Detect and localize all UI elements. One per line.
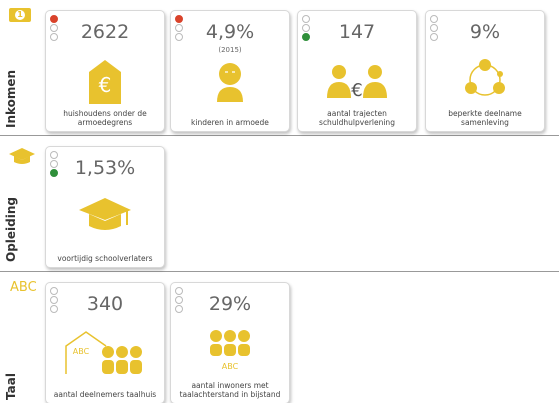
traffic-light — [50, 15, 58, 42]
icon-text: € — [99, 73, 112, 97]
card-label: aantal deelnemers taalhuis — [53, 390, 157, 399]
light — [175, 24, 183, 32]
card-label: aantal inwoners met taalachterstand in b… — [179, 381, 281, 399]
light — [50, 33, 58, 41]
light — [50, 24, 58, 32]
card: 1,53% voortijdig schoolverlaters — [45, 146, 165, 268]
card-value: 9% — [469, 21, 501, 43]
people-money-icon: € — [327, 65, 387, 101]
child-icon — [217, 63, 243, 102]
light — [302, 24, 310, 32]
language-house-icon: ABC — [65, 331, 142, 374]
section-badge: ABC — [10, 280, 37, 295]
cap-icon — [79, 198, 131, 230]
separator — [0, 271, 559, 272]
traffic-light — [302, 15, 310, 42]
card-value: 1,53% — [74, 157, 136, 179]
card: 9% beperkte deelname samenleving — [425, 10, 545, 132]
light — [50, 287, 58, 295]
cap-icon — [9, 148, 35, 164]
traffic-light — [175, 287, 183, 314]
light — [50, 169, 58, 177]
section-title: Inkomen — [4, 69, 18, 128]
card-note: (2015) — [218, 46, 242, 54]
traffic-light — [430, 15, 438, 42]
badge-text: 1 — [15, 10, 25, 20]
card: 4,9% (2015) kinderen in armoede — [170, 10, 290, 132]
card-value: 4,9% — [205, 21, 255, 43]
light — [302, 15, 310, 23]
light — [50, 151, 58, 159]
separator — [0, 135, 559, 136]
section-title: Taal — [4, 373, 18, 400]
card: € 2622 huishoudens onder de armoedegrens — [45, 10, 165, 132]
people-icon: ABC — [210, 330, 250, 371]
card-value: 2622 — [80, 21, 130, 43]
light — [175, 15, 183, 23]
icon-text: ABC — [73, 347, 90, 356]
icon-text: ABC — [222, 362, 239, 371]
card: € 147 aantal trajecten schuldhulpverlenin… — [297, 10, 417, 132]
house-icon: € — [89, 60, 121, 104]
section-title: Opleiding — [4, 197, 18, 262]
card-label: kinderen in armoede — [191, 118, 269, 127]
light — [430, 24, 438, 32]
icon-text: € — [351, 80, 362, 101]
light — [50, 160, 58, 168]
card: ABC 29% aantal inwoners met taalachtersta… — [170, 282, 290, 403]
light — [50, 305, 58, 313]
light — [430, 33, 438, 41]
light — [175, 296, 183, 304]
card-value: 29% — [208, 293, 252, 315]
card-label: huishoudens onder de armoedegrens — [63, 109, 147, 127]
light — [302, 33, 310, 41]
light — [175, 305, 183, 313]
traffic-light — [50, 287, 58, 314]
light — [175, 33, 183, 41]
card-label: aantal trajecten schuldhulpverlening — [319, 109, 395, 127]
traffic-light — [50, 151, 58, 178]
network-icon — [465, 59, 505, 96]
light — [50, 296, 58, 304]
light — [175, 287, 183, 295]
card-value: 340 — [86, 293, 124, 315]
light — [430, 15, 438, 23]
traffic-light — [175, 15, 183, 42]
card: ABC 340 aantal deelnemers taalhuis — [45, 282, 165, 403]
light — [50, 15, 58, 23]
card-value: 147 — [338, 21, 376, 43]
card-label: beperkte deelname samenleving — [448, 109, 522, 127]
section-badge: 1 — [9, 8, 31, 22]
card-label: voortijdig schoolverlaters — [57, 254, 153, 263]
